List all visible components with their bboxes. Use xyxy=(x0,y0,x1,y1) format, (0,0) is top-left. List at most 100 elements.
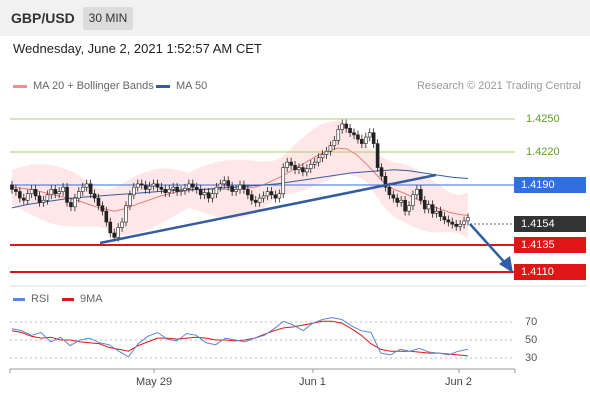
candle-body xyxy=(308,163,313,169)
candle-body xyxy=(305,168,309,173)
candle-body xyxy=(37,195,42,203)
candle-body xyxy=(442,216,447,221)
candle xyxy=(249,190,254,205)
candle-body xyxy=(167,189,172,193)
candle xyxy=(344,119,348,133)
candle-body xyxy=(238,184,242,190)
candle-body xyxy=(171,186,175,190)
rsi-50-label: 50 xyxy=(525,334,538,346)
candle xyxy=(265,187,270,201)
candle-body xyxy=(285,161,289,168)
candle xyxy=(65,182,69,207)
candle xyxy=(29,185,34,199)
candle xyxy=(340,119,345,134)
candle xyxy=(332,135,337,151)
candle-body xyxy=(61,186,65,192)
candle-body xyxy=(242,184,246,190)
9ma-swatch xyxy=(62,297,74,301)
candle-body xyxy=(49,189,54,196)
resistance-1-label: 1.4220 xyxy=(526,146,560,158)
candle-body xyxy=(80,186,85,192)
candle xyxy=(226,176,231,191)
candle xyxy=(139,179,144,190)
candle xyxy=(108,217,113,238)
candle-body xyxy=(434,210,439,214)
candle-body xyxy=(175,186,179,192)
candle-body xyxy=(187,183,191,189)
candle-body xyxy=(336,129,341,141)
candle-body xyxy=(198,189,203,196)
candle-body xyxy=(57,191,61,195)
candle xyxy=(407,201,411,216)
header-bar: GBP/USD 30 MIN xyxy=(0,0,590,36)
candle xyxy=(191,179,195,192)
candle xyxy=(100,201,105,216)
candle-body xyxy=(257,197,262,203)
legend-ma20-label: MA 20 + Bollinger Bands xyxy=(33,80,154,92)
candle xyxy=(324,146,329,159)
candle-body xyxy=(234,189,238,192)
candle-body xyxy=(403,199,407,212)
candle-body xyxy=(367,132,372,138)
candle-body xyxy=(108,221,113,234)
candle xyxy=(238,180,242,194)
candle xyxy=(281,163,286,199)
candle xyxy=(403,195,407,216)
candle xyxy=(10,180,14,194)
candle xyxy=(61,182,65,196)
candle-body xyxy=(88,183,93,195)
legend-ma20: MA 20 + Bollinger Bands xyxy=(13,80,154,92)
candle xyxy=(120,217,124,232)
current-price-tag: 1.4154 xyxy=(514,216,586,232)
candle xyxy=(305,164,309,177)
candle xyxy=(246,185,250,200)
candle xyxy=(206,188,211,203)
candle-body xyxy=(340,123,345,130)
candle-body xyxy=(147,185,152,190)
x-label-may29: May 29 xyxy=(136,376,173,388)
candle-body xyxy=(206,192,211,199)
candle-body xyxy=(159,186,164,190)
candle xyxy=(214,182,219,199)
candle-body xyxy=(45,194,50,201)
rsi-swatch xyxy=(13,297,25,301)
candle xyxy=(49,185,54,200)
candle-body xyxy=(312,161,317,165)
candle xyxy=(242,180,246,194)
legend-9ma-label: 9MA xyxy=(80,293,103,305)
candle xyxy=(297,163,301,175)
candle-body xyxy=(116,227,120,238)
candle xyxy=(301,163,305,177)
candle xyxy=(466,213,470,226)
candle-body xyxy=(246,189,250,196)
x-label-jun1: Jun 1 xyxy=(299,376,326,388)
rsi-line xyxy=(11,317,469,358)
support-1-tag: 1.4135 xyxy=(514,237,586,253)
candle-body xyxy=(135,183,140,188)
candle-body xyxy=(415,189,419,196)
legend-ma50-label: MA 50 xyxy=(176,80,208,92)
candle xyxy=(92,189,97,203)
candle xyxy=(202,188,207,200)
candle xyxy=(289,157,293,170)
candle xyxy=(395,193,400,207)
candle xyxy=(462,216,466,229)
candle-body xyxy=(383,175,388,188)
candle xyxy=(273,190,278,203)
candle xyxy=(285,157,289,172)
candle-body xyxy=(426,204,431,210)
candle-body xyxy=(210,193,215,199)
candle xyxy=(18,187,22,203)
candle xyxy=(419,185,423,205)
candle xyxy=(458,219,462,231)
candle xyxy=(269,187,274,200)
timeframe-button[interactable]: 30 MIN xyxy=(83,7,133,30)
candle xyxy=(21,193,26,205)
candle xyxy=(371,128,376,148)
candle xyxy=(348,123,352,138)
candle-body xyxy=(281,167,286,195)
candle xyxy=(253,195,258,207)
forecast-arrow xyxy=(469,223,513,273)
candle-body xyxy=(73,197,77,208)
